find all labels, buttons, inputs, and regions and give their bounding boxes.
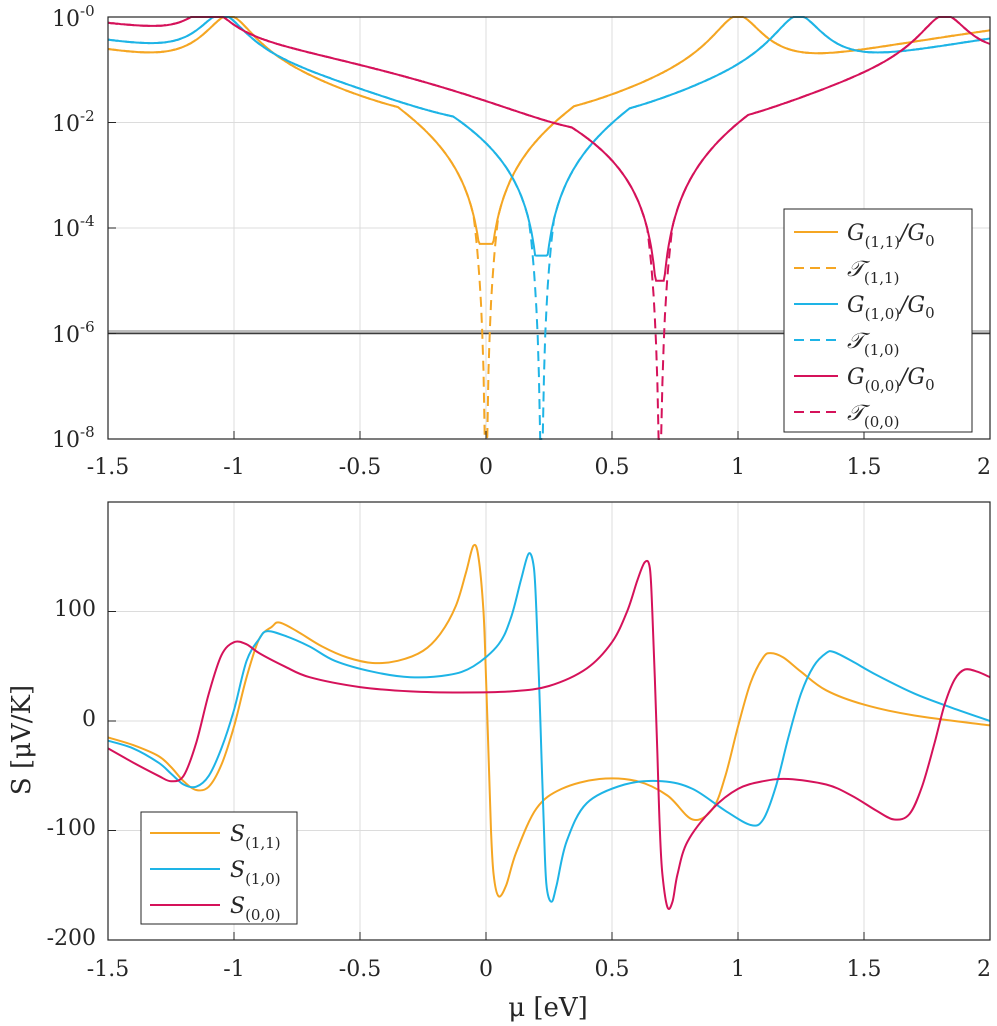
bottom-y-tick-label: -200	[47, 926, 96, 951]
legend-entry-s11: S(1,1)	[230, 822, 281, 852]
bottom-panel: -1.5 -1 -0.5 0 0.5 1 1.5 2 100 0 -100 -2…	[7, 501, 991, 1023]
top-x-tick-label: 1.5	[847, 455, 882, 480]
legend-entry-s00: S(0,0)	[230, 894, 281, 924]
bottom-series-2	[107, 559, 991, 910]
bottom-legend: S(1,1) S(1,0) S(0,0)	[140, 811, 298, 925]
top-tick-marks	[107, 16, 991, 440]
top-y-tick-labels: 10-8 10-6 10-4 10-2 10-0	[52, 2, 95, 453]
bottom-x-tick-label: 2	[977, 957, 991, 982]
bottom-x-tick-label: 0	[479, 957, 493, 982]
top-legend: G(1,1)/G0 𝒯(1,1) G(1,0)/G0 𝒯(1,0) G(0,0)…	[783, 208, 973, 433]
bottom-tick-marks	[107, 611, 991, 941]
bottom-plot-lines	[107, 543, 991, 910]
top-x-tick-label: 1	[731, 455, 745, 480]
bottom-y-tick-label: 100	[54, 597, 96, 622]
bottom-series-0	[107, 543, 991, 898]
bottom-y-tick-label: -100	[47, 816, 96, 841]
bottom-x-tick-label: -1.5	[87, 957, 129, 982]
top-x-tick-label: -0.5	[339, 455, 381, 480]
top-x-tick-label: 0	[479, 455, 493, 480]
bottom-x-axis-title: μ [eV]	[508, 993, 588, 1023]
top-x-tick-label: -1.5	[87, 455, 129, 480]
top-y-tick-label: 10-2	[52, 107, 95, 137]
legend-entry-g10: G(1,0)/G0	[847, 293, 935, 323]
legend-entry-g00: G(0,0)/G0	[847, 365, 935, 395]
bottom-x-tick-label: -0.5	[339, 957, 381, 982]
bottom-y-tick-labels: 100 0 -100 -200	[47, 597, 96, 951]
bottom-y-tick-label: 0	[82, 707, 96, 732]
legend-entry-t10: 𝒯(1,0)	[847, 329, 899, 359]
top-panel: -1.5 -1 -0.5 0 0.5 1 1.5 2 10-8 10-6 10-…	[52, 2, 991, 480]
bottom-y-axis-title: S [μV/K]	[7, 685, 37, 795]
top-plot-lines	[107, 16, 991, 441]
top-x-tick-label: 2	[977, 455, 991, 480]
bottom-x-tick-labels: -1.5 -1 -0.5 0 0.5 1 1.5 2	[87, 957, 991, 982]
bottom-series-1	[107, 552, 991, 903]
top-legend-box	[783, 208, 973, 433]
top-legend-keys	[794, 231, 838, 413]
bottom-legend-keys	[150, 832, 220, 906]
bottom-x-tick-label: 1	[731, 957, 745, 982]
top-series-3	[107, 16, 991, 440]
top-y-tick-label: 10-6	[52, 318, 95, 348]
top-y-tick-label: 10-8	[52, 423, 95, 453]
top-x-tick-label: -1	[223, 455, 244, 480]
bottom-x-tick-label: 1.5	[847, 957, 882, 982]
legend-entry-s10: S(1,0)	[230, 858, 281, 888]
top-x-tick-label: 0.5	[595, 455, 630, 480]
bottom-x-tick-label: 0.5	[595, 957, 630, 982]
legend-entry-g11: G(1,1)/G0	[847, 221, 935, 251]
top-y-tick-label: 10-0	[52, 2, 95, 32]
bottom-x-tick-label: -1	[223, 957, 244, 982]
top-x-tick-labels: -1.5 -1 -0.5 0 0.5 1 1.5 2	[87, 455, 991, 480]
top-y-tick-label: 10-4	[52, 212, 95, 242]
top-series-4	[107, 16, 991, 282]
